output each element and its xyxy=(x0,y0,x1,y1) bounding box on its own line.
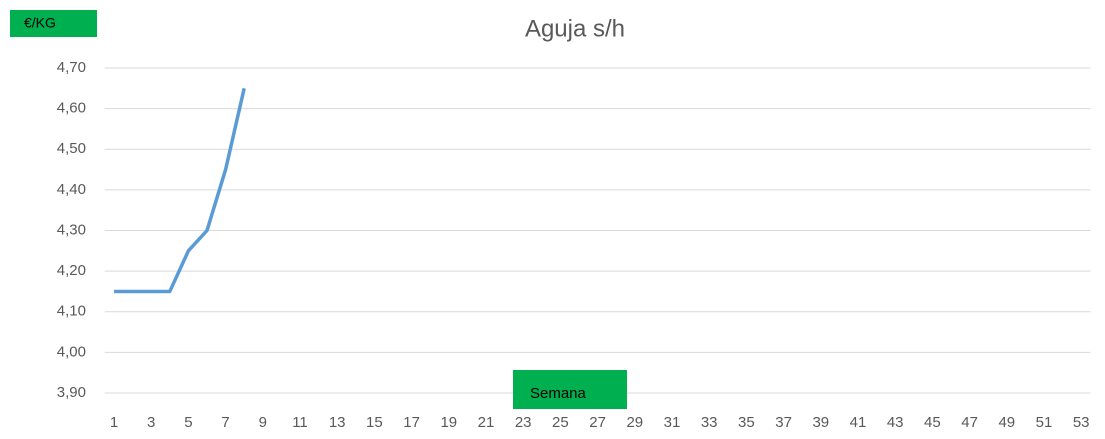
x-tick-label: 45 xyxy=(924,414,941,431)
x-tick-label: 43 xyxy=(887,414,904,431)
x-tick-label: 17 xyxy=(403,414,420,431)
y-tick-label: 4,30 xyxy=(57,221,86,238)
x-tick-label: 23 xyxy=(515,414,532,431)
x-tick-label: 29 xyxy=(626,414,643,431)
x-tick-label: 1 xyxy=(110,414,118,431)
x-tick-label: 35 xyxy=(738,414,755,431)
x-tick-label: 9 xyxy=(259,414,267,431)
y-tick-label: 4,00 xyxy=(57,343,86,360)
x-axis-label: Semana xyxy=(530,385,587,402)
y-tick-label: 4,10 xyxy=(57,303,86,320)
chart-title: Aguja s/h xyxy=(525,15,625,42)
x-tick-label: 47 xyxy=(961,414,978,431)
y-tick-label: 4,50 xyxy=(57,140,86,157)
x-tick-label: 3 xyxy=(147,414,155,431)
y-axis-label: €/KG xyxy=(24,15,56,31)
x-tick-label: 31 xyxy=(664,414,681,431)
x-tick-label: 33 xyxy=(701,414,718,431)
y-tick-label: 4,70 xyxy=(57,59,86,76)
y-tick-label: 4,20 xyxy=(57,262,86,279)
x-tick-label: 15 xyxy=(366,414,383,431)
y-tick-label: 4,40 xyxy=(57,181,86,198)
x-tick-label: 25 xyxy=(552,414,569,431)
data-line xyxy=(114,87,246,294)
y-tick-label: 3,90 xyxy=(57,384,86,401)
x-tick-label: 11 xyxy=(292,414,308,431)
x-tick-label: 39 xyxy=(812,414,829,431)
x-tick-label: 37 xyxy=(775,414,792,431)
y-tick-label: 4,60 xyxy=(57,100,86,117)
x-tick-label: 51 xyxy=(1036,414,1053,431)
y-label-box xyxy=(10,10,97,37)
x-tick-label: 5 xyxy=(184,414,192,431)
x-tick-label: 27 xyxy=(589,414,606,431)
x-tick-label: 53 xyxy=(1073,414,1090,431)
x-tick-label: 49 xyxy=(998,414,1015,431)
x-tick-label: 19 xyxy=(440,414,457,431)
x-tick-label: 41 xyxy=(850,414,867,431)
x-label-box xyxy=(513,370,627,409)
x-tick-label: 21 xyxy=(478,414,495,431)
x-tick-label: 13 xyxy=(329,414,346,431)
x-tick-label: 7 xyxy=(221,414,229,431)
